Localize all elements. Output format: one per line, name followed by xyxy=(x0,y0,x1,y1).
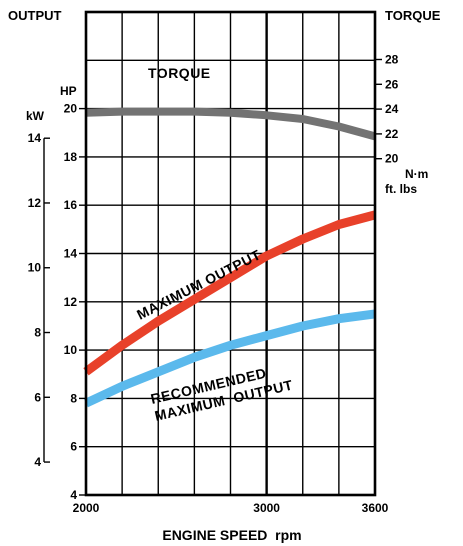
kw-tick-label: 12 xyxy=(28,196,42,210)
kw-tick-label: 6 xyxy=(34,390,41,404)
plot-grid xyxy=(85,11,376,496)
nm-tick-label: 20 xyxy=(385,152,399,166)
kw-tick-label: 8 xyxy=(34,326,41,340)
x-axis-title: ENGINE SPEED rpm xyxy=(162,527,301,543)
max-output-curve-label: MAXIMUM OUTPUT xyxy=(134,246,263,322)
hp-unit-label: HP xyxy=(60,84,77,98)
output-axis-title: OUTPUT xyxy=(8,8,62,23)
hp-tick-label: 12 xyxy=(64,295,78,309)
hp-tick-label: 14 xyxy=(64,247,78,261)
series-line-0 xyxy=(85,107,377,141)
nm-unit-label: N·m xyxy=(405,167,428,181)
hp-tick-label: 20 xyxy=(64,102,78,116)
nm-tick-label: 22 xyxy=(385,127,399,141)
series-line-1 xyxy=(83,210,377,376)
hp-tick-label: 16 xyxy=(64,198,78,212)
torque-axis-title: TORQUE xyxy=(385,8,441,23)
nm-tick-label: 28 xyxy=(385,53,399,67)
axes xyxy=(43,10,382,497)
tick-labels: 4681012141618204681012142022242628253035… xyxy=(28,53,399,516)
kw-tick-label: 14 xyxy=(28,131,42,145)
hp-tick-label: 18 xyxy=(64,150,78,164)
series-line-2 xyxy=(84,309,376,408)
torque-curve-label: TORQUE xyxy=(148,65,211,81)
hp-tick-label: 6 xyxy=(70,440,77,454)
kw-tick-label: 10 xyxy=(28,261,42,275)
nm-tick-label: 26 xyxy=(385,77,399,91)
nm-tick-label: 24 xyxy=(385,102,399,116)
kw-tick-label: 4 xyxy=(34,455,41,469)
hp-tick-label: 8 xyxy=(70,391,77,405)
x-tick-label: 3000 xyxy=(253,501,280,515)
hp-tick-label: 10 xyxy=(64,343,78,357)
hp-tick-label: 4 xyxy=(70,488,77,502)
ftlbs-unit-label: ft. lbs xyxy=(385,182,417,196)
series-curves xyxy=(83,107,377,408)
kw-unit-label: kW xyxy=(26,109,45,123)
x-tick-label: 2000 xyxy=(73,501,100,515)
x-tick-label: 3600 xyxy=(362,501,389,515)
